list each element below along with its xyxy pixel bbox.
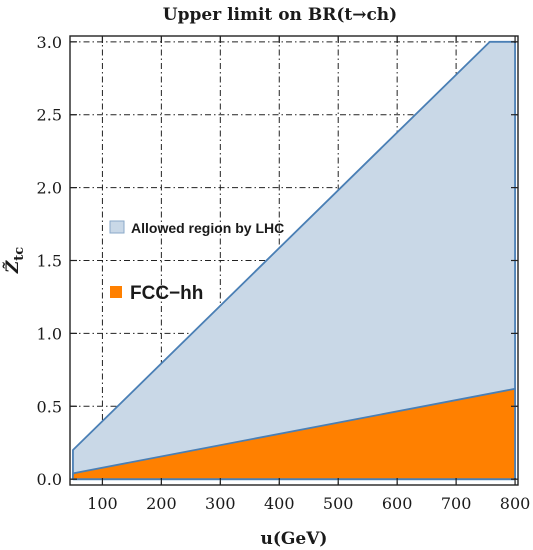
tick-labels: 100 200 300 400 500 600 700 800 0.0 0.5 1.0 1.5 2.0 2… (37, 33, 531, 513)
axis-ticks (70, 36, 518, 485)
plot-areas (72, 40, 516, 481)
y-tick-label: 3.0 (37, 33, 62, 52)
y-tick-label: 1.0 (37, 324, 62, 343)
y-tick-label: 0.0 (37, 470, 62, 489)
chart-title: Upper limit on BR(t→ch) (163, 5, 397, 25)
y-axis-label: Z̃tc (3, 247, 27, 274)
y-axis-label-sub: tc (12, 247, 27, 261)
y-tick-label: 2.5 (37, 106, 62, 125)
area-fcc-hh (72, 387, 516, 481)
x-tick-label: 300 (205, 494, 236, 513)
legend-swatch-lhc (109, 220, 125, 234)
legend-swatch-fcc (110, 286, 122, 298)
x-axis-label: u(GeV) (261, 529, 328, 549)
svg-text:Z̃tc: Z̃tc (3, 247, 27, 274)
x-tick-label: 100 (87, 494, 118, 513)
x-tick-label: 800 (500, 494, 531, 513)
x-tick-label: 500 (323, 494, 354, 513)
y-tick-label: 1.5 (37, 252, 62, 271)
legend-label-lhc: Allowed region by LHC (131, 220, 284, 236)
x-tick-label: 700 (441, 494, 472, 513)
x-tick-label: 200 (146, 494, 177, 513)
y-tick-label: 2.0 (37, 179, 62, 198)
x-tick-label: 400 (264, 494, 295, 513)
x-tick-label: 600 (382, 494, 413, 513)
y-tick-label: 0.5 (37, 397, 62, 416)
y-axis-label-main: Z̃ (3, 260, 23, 274)
legend: Allowed region by LHC FCC−hh (109, 220, 284, 304)
legend-label-fcc: FCC−hh (130, 283, 203, 304)
